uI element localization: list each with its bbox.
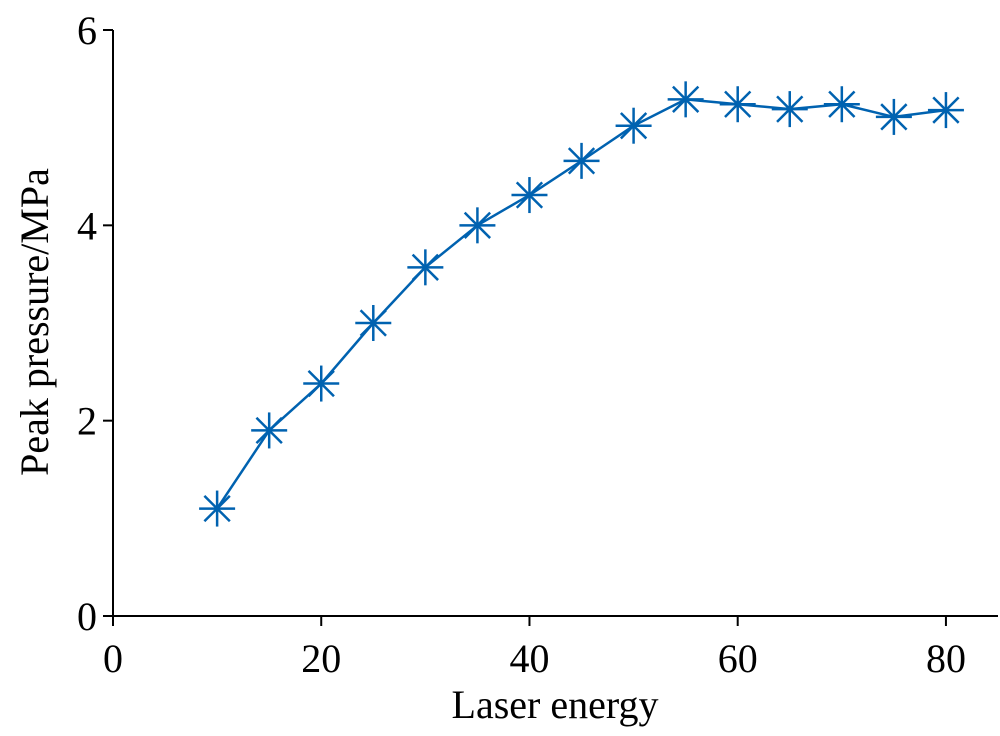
marker-stroke: [567, 147, 596, 175]
data-point: [303, 365, 340, 402]
data-point: [251, 412, 288, 449]
data-point: [563, 142, 600, 179]
marker-stroke: [515, 181, 544, 209]
x-tick-label: 20: [301, 636, 341, 681]
marker-stroke: [932, 96, 960, 124]
data-point: [667, 81, 704, 118]
axes: [112, 30, 998, 617]
data-point: [823, 86, 860, 123]
series-layer: [199, 81, 964, 527]
x-tick-label: 40: [509, 636, 549, 681]
marker-stroke: [776, 95, 804, 123]
marker-stroke: [724, 90, 752, 118]
x-tick-label: 80: [926, 636, 966, 681]
y-axis-label: Peak pressure/MPa: [12, 168, 57, 476]
data-point: [355, 305, 392, 341]
x-tick-label: 0: [103, 636, 123, 681]
marker-stroke: [359, 309, 387, 337]
data-point: [459, 207, 496, 244]
data-point: [199, 490, 236, 527]
marker-stroke: [672, 85, 700, 113]
data-point: [771, 91, 808, 128]
marker-stroke: [828, 90, 856, 118]
data-point: [615, 107, 652, 144]
y-tick-label: 6: [77, 8, 97, 53]
marker-stroke: [411, 253, 439, 281]
data-point: [407, 249, 444, 286]
marker-stroke: [463, 211, 492, 239]
x-axis-label: Laser energy: [452, 682, 659, 727]
marker-stroke: [203, 494, 231, 523]
data-point: [511, 177, 548, 214]
y-tick-label: 2: [77, 399, 97, 444]
x-tick-label: 60: [718, 636, 758, 681]
marker-stroke: [255, 416, 283, 445]
marker-stroke: [307, 369, 335, 398]
data-point: [875, 98, 912, 135]
marker-stroke: [880, 103, 908, 131]
data-point: [927, 92, 964, 129]
ticks: 0 20 40 60 80 0 2 4 6: [77, 8, 966, 681]
data-point: [719, 86, 756, 123]
marker-stroke: [619, 112, 648, 140]
y-tick-label: 4: [77, 203, 97, 248]
y-tick-label: 0: [77, 594, 97, 639]
